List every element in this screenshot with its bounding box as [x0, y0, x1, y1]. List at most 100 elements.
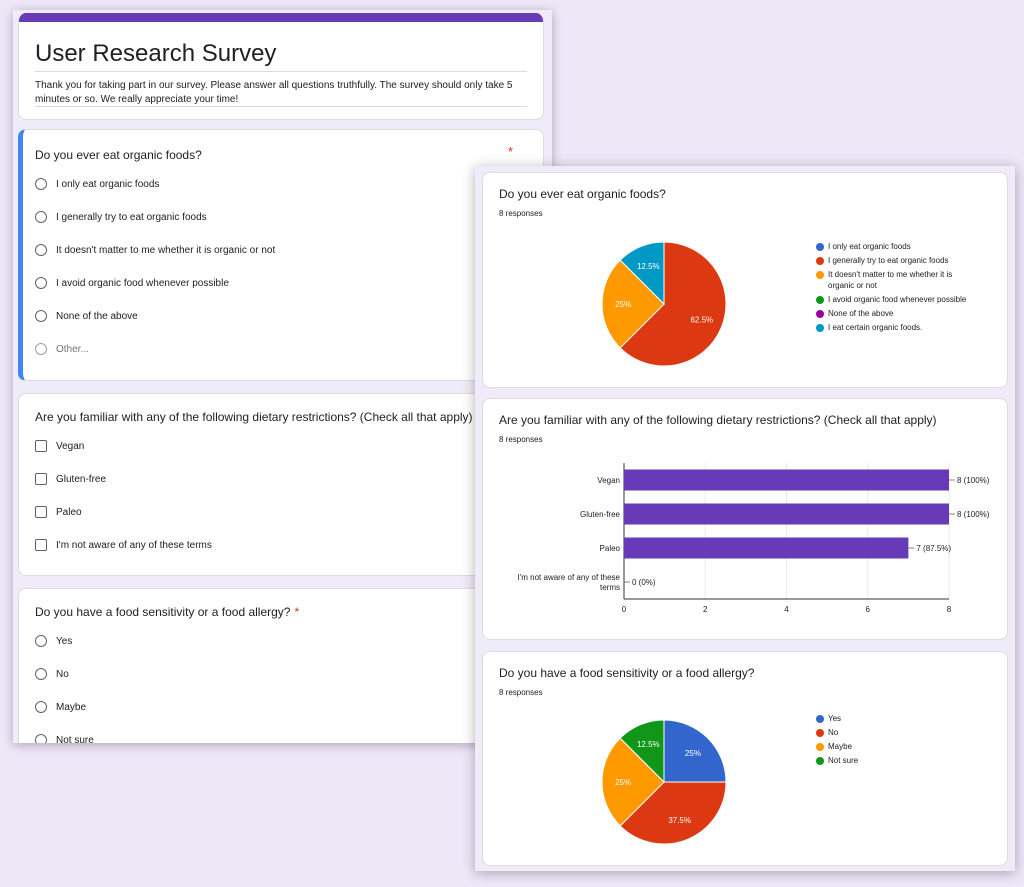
- checkbox-option[interactable]: Gluten-free: [35, 470, 106, 488]
- legend-item: Maybe: [816, 741, 966, 752]
- response-card-allergy: Do you have a food sensitivity or a food…: [482, 651, 1008, 866]
- question-card-allergy[interactable]: Do you have a food sensitivity or a food…: [18, 588, 544, 743]
- legend-label-line: Yes: [828, 714, 842, 723]
- option-label: None of the above: [56, 310, 138, 322]
- form-window: User Research Survey Thank you for takin…: [13, 10, 552, 743]
- checkbox-option[interactable]: Paleo: [35, 503, 82, 521]
- radio-option[interactable]: I only eat organic foods: [35, 175, 159, 193]
- response-card-organic: Do you ever eat organic foods? 8 respons…: [482, 172, 1008, 388]
- question-title-text: Do you have a food sensitivity or a food…: [35, 605, 291, 619]
- radio-button[interactable]: [35, 734, 47, 743]
- legend-item: I avoid organic food whenever possible: [816, 294, 986, 305]
- bar: [624, 537, 909, 559]
- legend-swatch: [816, 323, 824, 332]
- pie-slice: [619, 781, 727, 845]
- option-label: I avoid organic food whenever possible: [56, 277, 229, 289]
- radio-button[interactable]: [35, 244, 47, 256]
- legend-label-line: I generally try to eat organic foods: [828, 256, 949, 265]
- option-label: Gluten-free: [56, 473, 107, 485]
- question-title: Do you have a food sensitivity or a food…: [35, 605, 299, 619]
- divider: [35, 71, 527, 72]
- legend-item: Yes: [816, 713, 966, 724]
- pie-data-label: 12.5%: [637, 740, 660, 749]
- radio-button[interactable]: [35, 343, 47, 355]
- radio-button[interactable]: [35, 668, 47, 680]
- category-label: terms: [600, 583, 620, 592]
- radio-button[interactable]: [35, 211, 47, 223]
- checkbox-option[interactable]: Vegan: [35, 437, 84, 455]
- x-tick-label: 2: [703, 605, 708, 614]
- option-label: Other...: [56, 343, 89, 355]
- legend-item: I only eat organic foods: [816, 241, 986, 252]
- legend-label: I generally try to eat organic foods: [828, 255, 949, 266]
- legend-label: I eat certain organic foods.: [828, 322, 922, 333]
- radio-button[interactable]: [35, 178, 47, 190]
- question-card-dietary[interactable]: Are you familiar with any of the followi…: [18, 393, 544, 576]
- legend-label: None of the above: [828, 308, 893, 319]
- radio-option-other[interactable]: Other...: [35, 340, 89, 358]
- required-asterisk: *: [508, 144, 514, 159]
- radio-option[interactable]: Yes: [35, 632, 72, 650]
- response-card-dietary: Are you familiar with any of the followi…: [482, 398, 1008, 640]
- pie-slice: [619, 241, 665, 306]
- option-label: Maybe: [56, 701, 87, 713]
- legend-label: I avoid organic food whenever possible: [828, 294, 966, 305]
- option-label: I generally try to eat organic foods: [56, 211, 207, 223]
- checkbox[interactable]: [35, 539, 47, 551]
- legend-label: Yes: [828, 713, 841, 724]
- legend-label-line: I eat certain organic foods.: [828, 323, 923, 332]
- checkbox[interactable]: [35, 506, 47, 518]
- legend-label-line: No: [828, 728, 839, 737]
- legend-label-line: I avoid organic food whenever possible: [828, 295, 967, 304]
- checkbox-option[interactable]: I'm not aware of any of these terms: [35, 536, 212, 554]
- response-title: Do you have a food sensitivity or a food…: [499, 666, 755, 680]
- radio-option[interactable]: It doesn't matter to me whether it is or…: [35, 241, 275, 259]
- legend-swatch: [816, 295, 824, 304]
- pie-data-label: 62.5%: [690, 316, 713, 325]
- radio-option[interactable]: Not sure: [35, 731, 94, 743]
- radio-option[interactable]: None of the above: [35, 307, 138, 325]
- radio-button[interactable]: [35, 310, 47, 322]
- radio-option[interactable]: I generally try to eat organic foods: [35, 208, 207, 226]
- bar-data-label: 8 (100%): [957, 476, 990, 485]
- option-label: Not sure: [56, 734, 94, 744]
- radio-option[interactable]: Maybe: [35, 698, 86, 716]
- radio-button[interactable]: [35, 635, 47, 647]
- checkbox[interactable]: [35, 473, 47, 485]
- legend-label-line: Maybe: [828, 742, 853, 751]
- legend-label: No: [828, 727, 838, 738]
- radio-button[interactable]: [35, 277, 47, 289]
- legend-label: I only eat organic foods: [828, 241, 911, 252]
- option-label: Yes: [56, 635, 73, 647]
- radio-option[interactable]: I avoid organic food whenever possible: [35, 274, 229, 292]
- radio-button[interactable]: [35, 701, 47, 713]
- pie-slice: [601, 737, 665, 827]
- x-tick-label: 0: [622, 605, 627, 614]
- legend-item: Not sure: [816, 755, 966, 766]
- response-title: Do you ever eat organic foods?: [499, 187, 666, 201]
- option-label: I'm not aware of any of these terms: [56, 539, 212, 551]
- legend-label-line: None of the above: [828, 309, 894, 318]
- x-tick-label: 8: [947, 605, 952, 614]
- pie-data-label: 25%: [615, 778, 631, 787]
- option-label: Vegan: [56, 440, 85, 452]
- legend-swatch: [816, 756, 824, 765]
- response-title: Are you familiar with any of the followi…: [499, 413, 937, 427]
- option-label: It doesn't matter to me whether it is or…: [56, 244, 276, 256]
- bar-data-label: 8 (100%): [957, 510, 990, 519]
- legend-swatch: [816, 728, 824, 737]
- question-title: Do you ever eat organic foods?: [35, 148, 202, 162]
- pie-slice: [663, 719, 727, 783]
- bar-data-label: 7 (87.5%): [916, 544, 951, 553]
- response-count: 8 responses: [499, 688, 543, 697]
- pie-data-label: 25%: [685, 749, 701, 758]
- pie-slice: [619, 719, 665, 784]
- x-tick-label: 4: [784, 605, 789, 614]
- divider: [35, 106, 527, 107]
- checkbox[interactable]: [35, 440, 47, 452]
- question-card-organic[interactable]: Do you ever eat organic foods? * I only …: [18, 129, 544, 381]
- pie-chart-allergy: 25% 37.5% 25% 12.5%: [601, 719, 727, 845]
- question-title: Are you familiar with any of the followi…: [35, 410, 481, 424]
- radio-option[interactable]: No: [35, 665, 69, 683]
- bar: [624, 503, 949, 525]
